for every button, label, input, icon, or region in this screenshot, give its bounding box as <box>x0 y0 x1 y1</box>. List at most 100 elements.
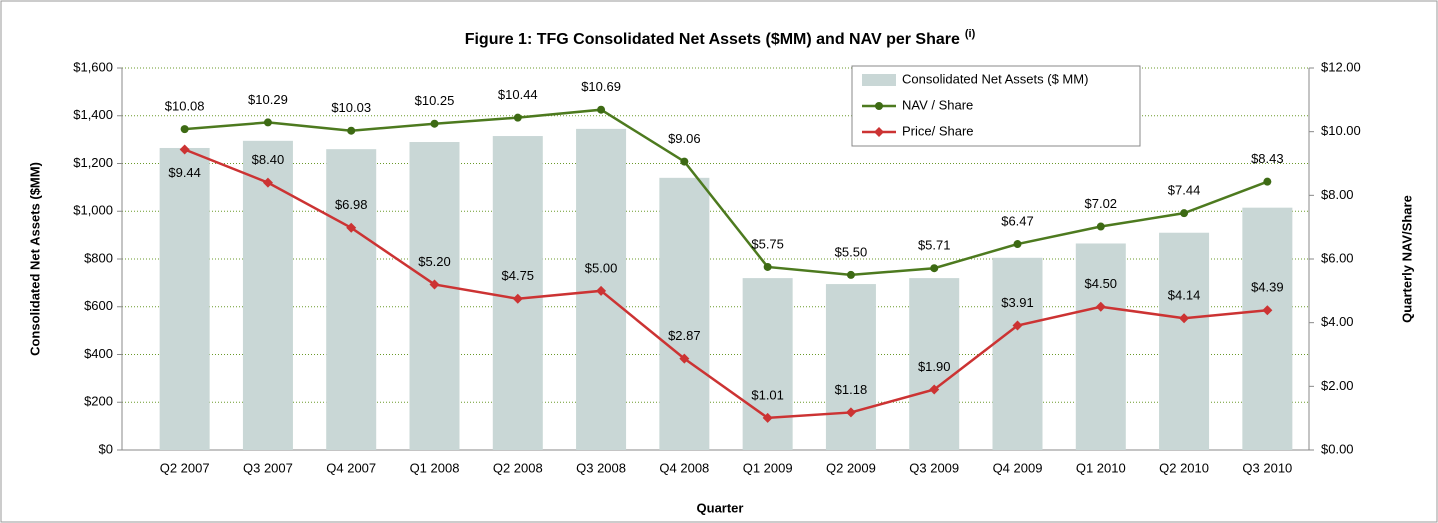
legend <box>851 65 1141 147</box>
x-tick-label: Q4 2007 <box>326 460 376 475</box>
data-label: $1.90 <box>918 359 951 374</box>
marker <box>1179 313 1190 324</box>
x-tick-label: Q2 2007 <box>160 460 210 475</box>
data-label: $8.43 <box>1251 151 1284 166</box>
bar <box>659 177 710 450</box>
bar <box>825 284 876 450</box>
bar <box>409 142 460 450</box>
bar <box>492 136 543 450</box>
marker <box>430 119 439 128</box>
bar <box>159 147 210 450</box>
legend-label: NAV / Share <box>902 97 973 112</box>
data-label: $8.40 <box>252 152 285 167</box>
data-label: $1.18 <box>835 382 868 397</box>
y-axis-label: Consolidated Net Assets ($MM) <box>27 162 42 356</box>
y2-tick-label: $8.00 <box>1321 187 1354 202</box>
marker <box>513 113 522 122</box>
marker <box>346 222 357 233</box>
data-label: $10.29 <box>248 92 288 107</box>
marker <box>1263 177 1272 186</box>
bar <box>1159 232 1210 450</box>
y-tick-label: $1,200 <box>73 155 113 170</box>
data-label: $10.08 <box>165 99 205 114</box>
x-tick-label: Q4 2009 <box>993 460 1043 475</box>
marker <box>179 144 190 155</box>
marker <box>763 262 772 271</box>
data-label: $7.44 <box>1168 183 1201 198</box>
legend-marker <box>875 102 883 110</box>
x-axis-label: Quarter <box>697 500 744 515</box>
data-label: $5.00 <box>585 260 618 275</box>
bar <box>326 149 377 451</box>
marker <box>846 270 855 279</box>
data-label: $5.75 <box>751 236 784 251</box>
legend-marker <box>874 127 884 137</box>
marker <box>1262 305 1273 316</box>
y2-tick-label: $0.00 <box>1321 441 1354 456</box>
y-tick-label: $800 <box>84 250 113 265</box>
data-label: $10.25 <box>415 93 455 108</box>
data-label: $1.01 <box>751 387 784 402</box>
marker <box>929 384 940 395</box>
bar <box>742 278 793 450</box>
y-tick-label: $1,400 <box>73 107 113 122</box>
bar <box>992 257 1043 450</box>
legend-label: Consolidated Net Assets ($ MM) <box>902 71 1088 86</box>
data-label: $2.87 <box>668 328 701 343</box>
x-tick-label: Q2 2008 <box>493 460 543 475</box>
data-label: $4.75 <box>502 268 535 283</box>
bar <box>909 278 960 450</box>
x-tick-label: Q2 2010 <box>1159 460 1209 475</box>
data-label: $9.06 <box>668 131 701 146</box>
marker <box>679 353 690 364</box>
data-label: $5.50 <box>835 244 868 259</box>
data-label: $6.98 <box>335 197 368 212</box>
y-tick-label: $0 <box>99 441 113 456</box>
marker <box>1095 301 1106 312</box>
y-tick-label: $1,600 <box>73 59 113 74</box>
marker <box>1013 240 1022 249</box>
x-tick-label: Q4 2008 <box>659 460 709 475</box>
marker <box>512 293 523 304</box>
data-label: $4.50 <box>1085 276 1118 291</box>
data-label: $4.14 <box>1168 288 1201 303</box>
y-tick-label: $600 <box>84 298 113 313</box>
data-label: $3.91 <box>1001 295 1034 310</box>
data-label: $10.69 <box>581 79 621 94</box>
data-label: $7.02 <box>1085 196 1118 211</box>
x-tick-label: Q2 2009 <box>826 460 876 475</box>
line <box>184 148 1268 420</box>
y-tick-label: $400 <box>84 346 113 361</box>
data-label: $9.44 <box>168 165 201 180</box>
data-label: $6.47 <box>1001 213 1034 228</box>
marker <box>930 264 939 273</box>
chart-title: Figure 1: TFG Consolidated Net Assets ($… <box>465 28 976 48</box>
x-tick-label: Q3 2007 <box>243 460 293 475</box>
y2-tick-label: $2.00 <box>1321 378 1354 393</box>
x-tick-label: Q3 2009 <box>909 460 959 475</box>
line <box>184 108 1268 277</box>
data-label: $5.71 <box>918 238 951 253</box>
marker <box>680 157 689 166</box>
y2-tick-label: $6.00 <box>1321 250 1354 265</box>
y-tick-label: $1,000 <box>73 203 113 218</box>
x-tick-label: Q3 2008 <box>576 460 626 475</box>
marker <box>1096 222 1105 231</box>
marker <box>262 177 273 188</box>
y2-tick-label: $12.00 <box>1321 59 1361 74</box>
bar <box>1075 243 1126 450</box>
y-tick-label: $200 <box>84 394 113 409</box>
data-label: $5.20 <box>418 254 451 269</box>
data-label: $10.03 <box>331 100 371 115</box>
x-tick-label: Q1 2008 <box>410 460 460 475</box>
y2-axis-label: Quarterly NAV/Share <box>1399 195 1414 323</box>
legend-swatch <box>862 74 896 86</box>
y2-tick-label: $10.00 <box>1321 123 1361 138</box>
title-note: (i) <box>965 28 976 40</box>
marker <box>1180 209 1189 218</box>
x-tick-label: Q3 2010 <box>1242 460 1292 475</box>
bar <box>1242 207 1293 450</box>
y2-tick-label: $4.00 <box>1321 314 1354 329</box>
